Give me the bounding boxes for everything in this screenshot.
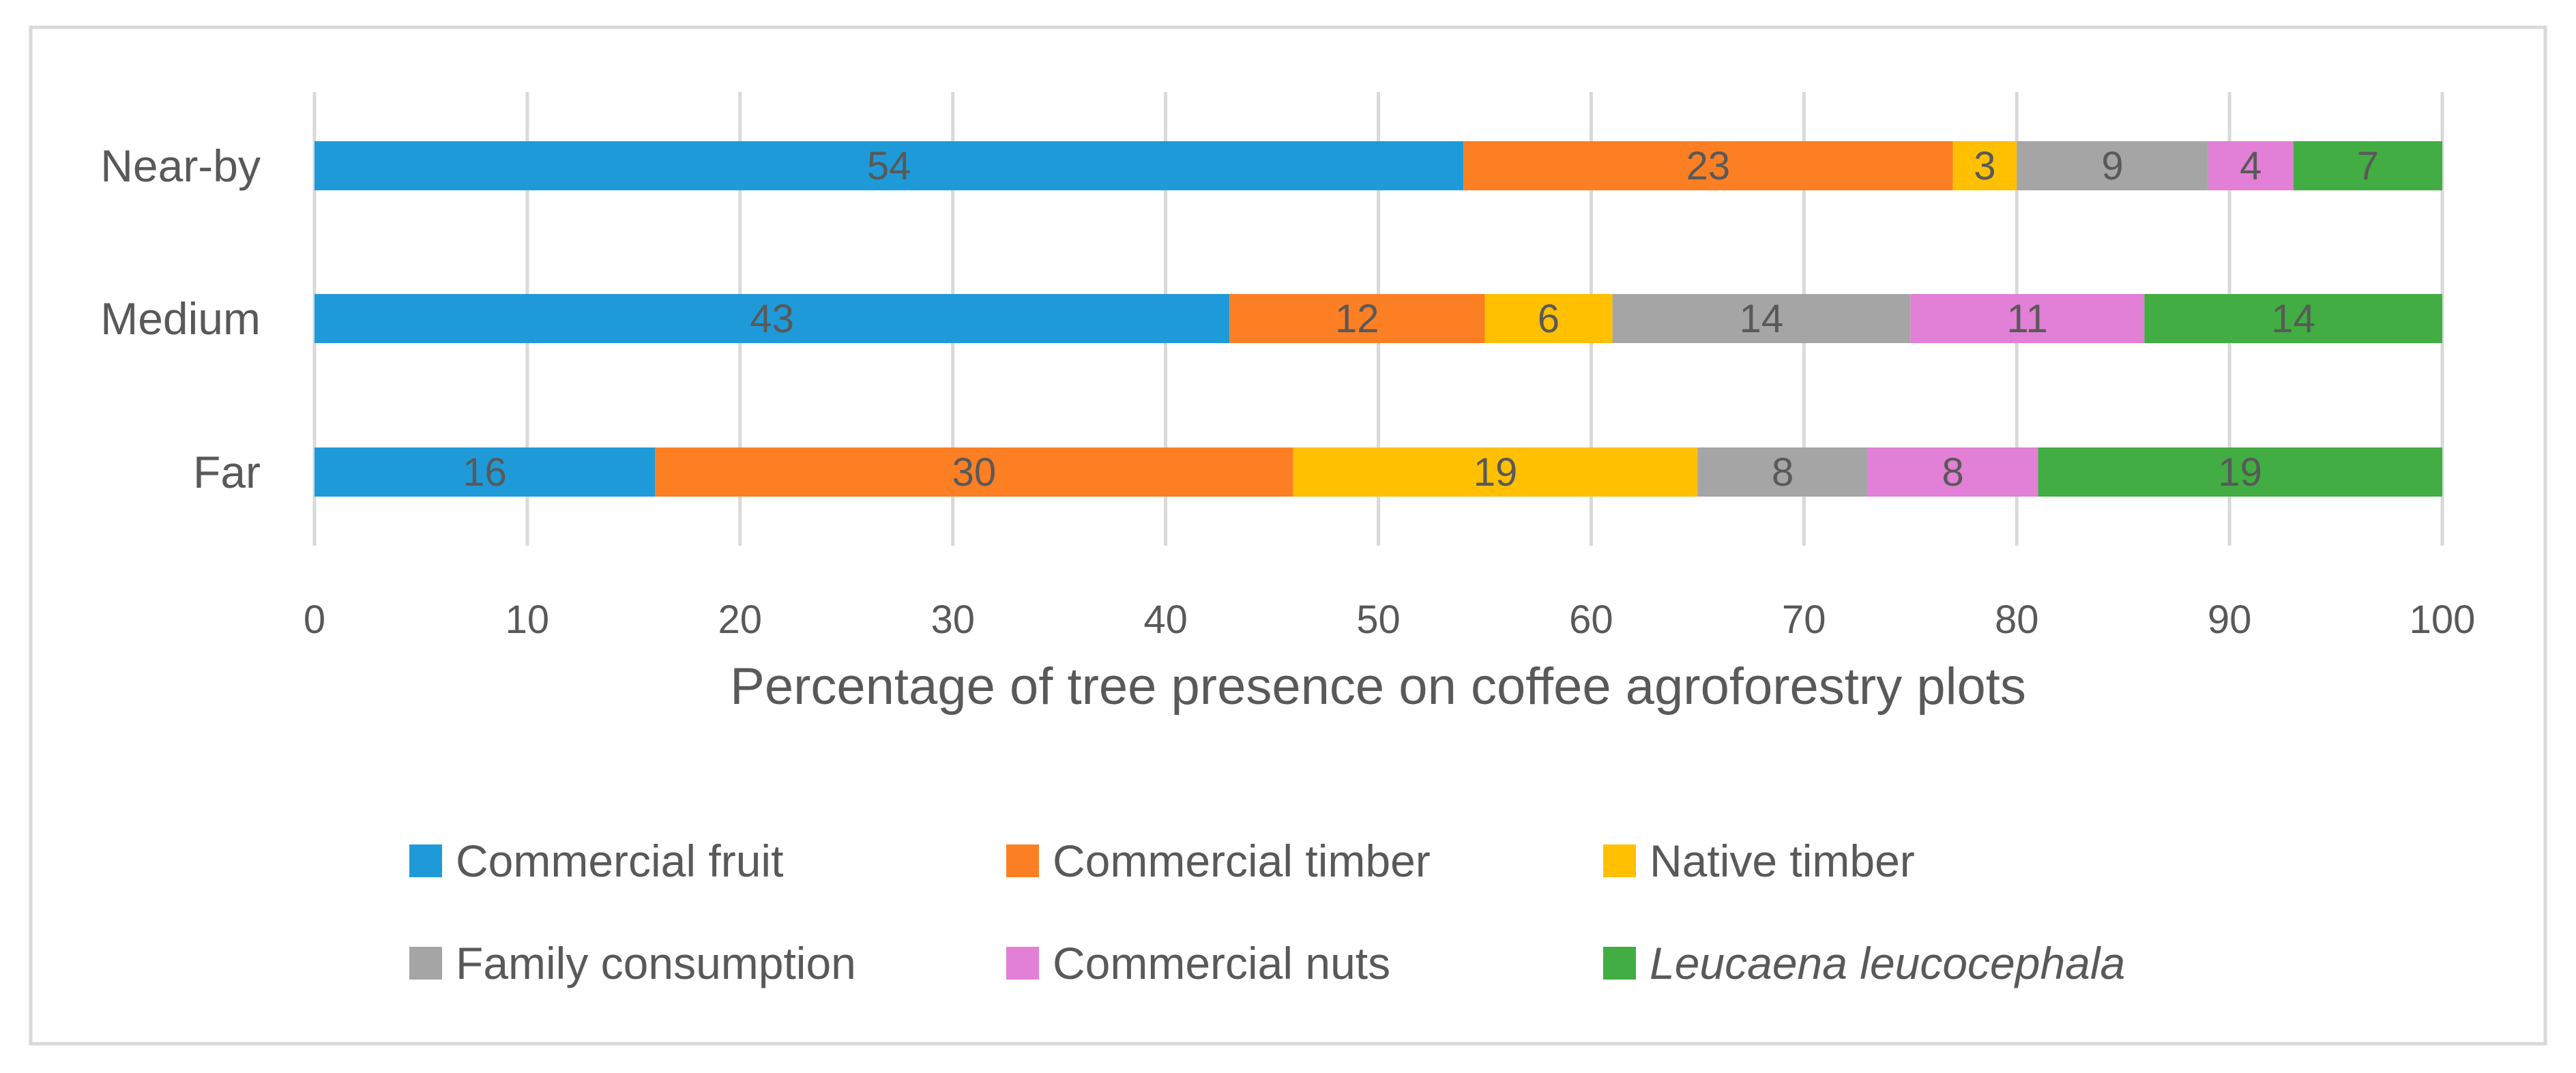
data-label: 12 xyxy=(1335,297,1379,341)
legend-label: Commercial fruit xyxy=(456,836,783,886)
legend-item: Native timber xyxy=(1603,836,1915,886)
data-label: 43 xyxy=(750,297,794,341)
bar-segment xyxy=(1867,447,2038,497)
x-axis-title: Percentage of tree presence on coffee ag… xyxy=(730,658,2026,716)
x-tick-label: 60 xyxy=(1569,598,1613,642)
x-tick-label: 90 xyxy=(2208,598,2252,642)
bar-segment xyxy=(1484,294,1613,343)
data-label: 7 xyxy=(2357,144,2379,188)
data-label: 23 xyxy=(1686,144,1731,188)
data-label: 14 xyxy=(2271,297,2315,341)
legend-item: Family consumption xyxy=(409,938,856,988)
bar-segment xyxy=(2038,447,2442,497)
x-tick-label: 100 xyxy=(2410,598,2476,642)
bar-segment xyxy=(1910,294,2145,343)
x-tick-label: 20 xyxy=(718,598,763,642)
x-tick-label: 80 xyxy=(1995,598,2039,642)
bars xyxy=(314,141,2442,497)
bar-segment xyxy=(2017,141,2208,190)
bar-segment xyxy=(1612,294,1911,343)
data-label: 19 xyxy=(1474,450,1518,495)
legend-swatch xyxy=(1006,947,1039,980)
legend-item: Commercial timber xyxy=(1006,836,1431,886)
category-label: Near-by xyxy=(100,141,261,191)
x-tick-label: 50 xyxy=(1356,598,1401,642)
legend-swatch xyxy=(409,844,442,877)
data-label: 9 xyxy=(2101,144,2123,188)
bar-segment xyxy=(2144,294,2442,343)
data-label: 19 xyxy=(2218,450,2262,495)
legend-label: Native timber xyxy=(1650,836,1915,886)
legend-swatch xyxy=(1006,844,1039,877)
data-labels: 54 23 3 9 4 7 43 12 6 14 11 14 16 30 19 8 8 19 xyxy=(463,144,2379,495)
x-tick-label: 70 xyxy=(1782,598,1826,642)
data-label: 54 xyxy=(867,144,911,188)
x-tick-label: 0 xyxy=(304,598,325,642)
data-label: 3 xyxy=(1974,144,1995,188)
bar-segment xyxy=(314,141,1464,190)
data-label: 16 xyxy=(463,450,507,495)
bar-segment xyxy=(1293,447,1698,497)
legend-swatch xyxy=(1603,844,1636,877)
x-tick-label: 10 xyxy=(506,598,550,642)
x-tick-label: 30 xyxy=(931,598,975,642)
data-label: 8 xyxy=(1942,450,1963,495)
bar-segment xyxy=(314,447,656,497)
legend-label: Family consumption xyxy=(456,938,856,988)
legend-swatch xyxy=(409,947,442,980)
bar-segment xyxy=(314,294,1230,343)
category-label: Far xyxy=(193,447,261,497)
bar-segment xyxy=(1463,141,1953,190)
bar-segment xyxy=(1697,447,1868,497)
data-label: 6 xyxy=(1538,297,1560,341)
bar-segment xyxy=(2208,141,2294,190)
bar-segment xyxy=(655,447,1293,497)
bar-segment xyxy=(1229,294,1485,343)
data-label: 30 xyxy=(952,450,997,495)
category-labels: Near-by Medium Far xyxy=(100,141,261,497)
legend-label: Commercial timber xyxy=(1053,836,1431,886)
data-label: 4 xyxy=(2240,144,2262,188)
chart-frame xyxy=(29,25,2547,1046)
legend-item: Leucaena leucocephala xyxy=(1603,938,2125,988)
bar-segment xyxy=(1952,141,2017,190)
category-label: Medium xyxy=(100,293,261,344)
legend-swatch xyxy=(1603,947,1636,980)
legend-label: Leucaena leucocephala xyxy=(1650,938,2125,988)
legend-item: Commercial fruit xyxy=(409,836,783,886)
data-label: 8 xyxy=(1772,450,1794,495)
data-label: 14 xyxy=(1740,297,1784,341)
x-tick-labels: 0 10 20 30 40 50 60 70 80 90 100 xyxy=(304,598,2476,642)
data-label: 11 xyxy=(2007,297,2048,341)
legend-item: Commercial nuts xyxy=(1006,938,1390,988)
bar-segment xyxy=(2293,141,2442,190)
legend: Commercial fruit Commercial timber Native … xyxy=(409,836,2125,988)
legend-label: Commercial nuts xyxy=(1053,938,1390,988)
x-tick-label: 40 xyxy=(1143,598,1188,642)
